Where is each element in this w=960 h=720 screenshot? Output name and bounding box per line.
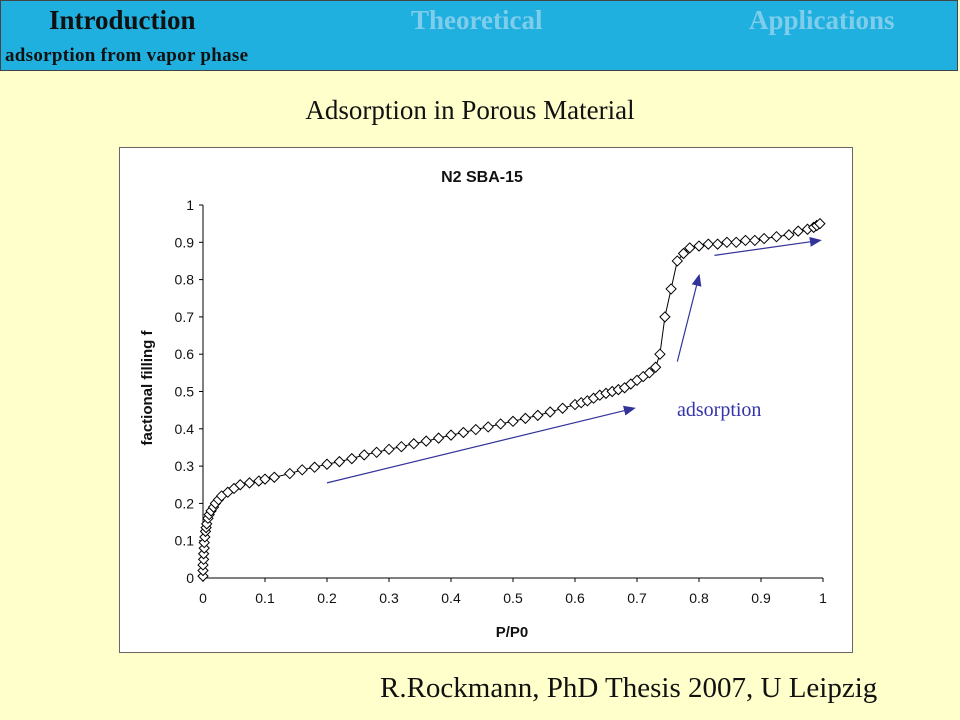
y-tick-label: 0.7 (175, 309, 195, 325)
y-axis-label: factional filling f (139, 329, 156, 445)
tab-applications[interactable]: Applications (749, 5, 895, 35)
y-tick-label: 0.5 (175, 384, 195, 400)
annotation-arrows (326, 236, 822, 484)
data-point (683, 242, 696, 254)
citation: R.Rockmann, PhD Thesis 2007, U Leipzig (380, 672, 878, 704)
data-point (358, 449, 370, 461)
x-tick-label: 0.3 (379, 590, 399, 606)
data-point (284, 467, 296, 480)
data-point (814, 217, 826, 230)
x-tick-label: 0.4 (441, 590, 461, 606)
data-point (544, 406, 556, 418)
data-point (420, 435, 432, 447)
y-tick-label: 0 (186, 570, 194, 586)
data-point (370, 446, 383, 459)
section-subtitle: adsorption from vapor phase (5, 45, 249, 66)
data-point (259, 473, 271, 485)
data-point (654, 348, 666, 360)
data-point (470, 423, 482, 436)
y-tick-label: 0.4 (175, 421, 195, 437)
data-point (693, 240, 705, 252)
data-point (665, 283, 677, 295)
data-point (321, 458, 333, 470)
data-point (643, 367, 656, 379)
y-tick-label: 0.6 (175, 346, 195, 362)
data-point (333, 455, 346, 468)
x-tick-label: 0.1 (255, 590, 275, 606)
y-tick-label: 0.9 (175, 234, 195, 250)
data-point (721, 236, 733, 249)
y-tick-label: 1 (186, 197, 194, 213)
y-tick-label: 0.8 (175, 272, 195, 288)
data-point (711, 238, 724, 250)
axes: 0 0.1 0.2 0.3 0.4 0.5 0.6 0.7 0.8 0.9 1 0 0.1 0.2 0.3 0… (175, 197, 828, 606)
data-point (556, 402, 569, 414)
data-point (671, 255, 684, 267)
data-point (234, 479, 246, 491)
x-tick-label: 0.9 (751, 590, 771, 606)
data-point (408, 438, 420, 450)
data-point (659, 311, 671, 323)
data-point (494, 418, 507, 430)
x-tick-label: 0.8 (689, 590, 709, 606)
data-point (739, 234, 752, 247)
data-point (296, 464, 308, 476)
data-point (677, 247, 690, 260)
x-tick-label: 0 (199, 590, 207, 606)
data-point (730, 236, 742, 249)
tab-introduction[interactable]: Introduction (49, 5, 196, 35)
data-point (649, 361, 662, 373)
data-point (395, 440, 408, 453)
chart-panel: N2 SBA-15 factional filling f P/P0 0 0.1 0… (119, 147, 853, 653)
slide-title: Adsorption in Porous Material (305, 95, 635, 125)
adsorption-annotation: adsorption (677, 399, 761, 421)
data-point (346, 452, 358, 465)
chart-title: N2 SBA-15 (441, 169, 523, 186)
x-tick-label: 0.5 (503, 590, 523, 606)
data-point (432, 432, 445, 444)
isotherm-chart: N2 SBA-15 factional filling f P/P0 0 0.1 0… (139, 169, 828, 641)
x-tick-label: 0.2 (317, 590, 337, 606)
x-tick-label: 0.6 (565, 590, 585, 606)
annotation-arrow (326, 405, 636, 484)
data-point (507, 415, 519, 428)
data-point (749, 234, 761, 247)
y-tick-label: 0.3 (175, 458, 195, 474)
data-point (243, 477, 256, 489)
x-tick-label: 0.7 (627, 590, 647, 606)
x-axis-label: P/P0 (496, 624, 529, 641)
data-point (519, 412, 532, 425)
tab-theoretical[interactable]: Theoretical (411, 5, 543, 35)
data-point (783, 229, 795, 241)
data-point (482, 421, 494, 433)
plot-area (197, 217, 826, 582)
x-tick-label: 1 (819, 590, 827, 606)
data-point (758, 232, 770, 245)
data-point (308, 461, 321, 473)
header-bar: Introduction Theoretical Applications ad… (0, 0, 958, 71)
data-point (532, 409, 544, 422)
data-point (445, 429, 457, 441)
data-point (268, 471, 281, 483)
y-tick-label: 0.1 (175, 533, 195, 549)
data-point (792, 225, 804, 237)
annotation-arrow (676, 273, 702, 362)
y-tick-label: 0.2 (175, 495, 195, 511)
data-point (457, 426, 470, 439)
data-point (702, 238, 715, 250)
data-point (770, 230, 783, 243)
annotation-arrow (714, 236, 822, 256)
data-point (383, 443, 395, 456)
